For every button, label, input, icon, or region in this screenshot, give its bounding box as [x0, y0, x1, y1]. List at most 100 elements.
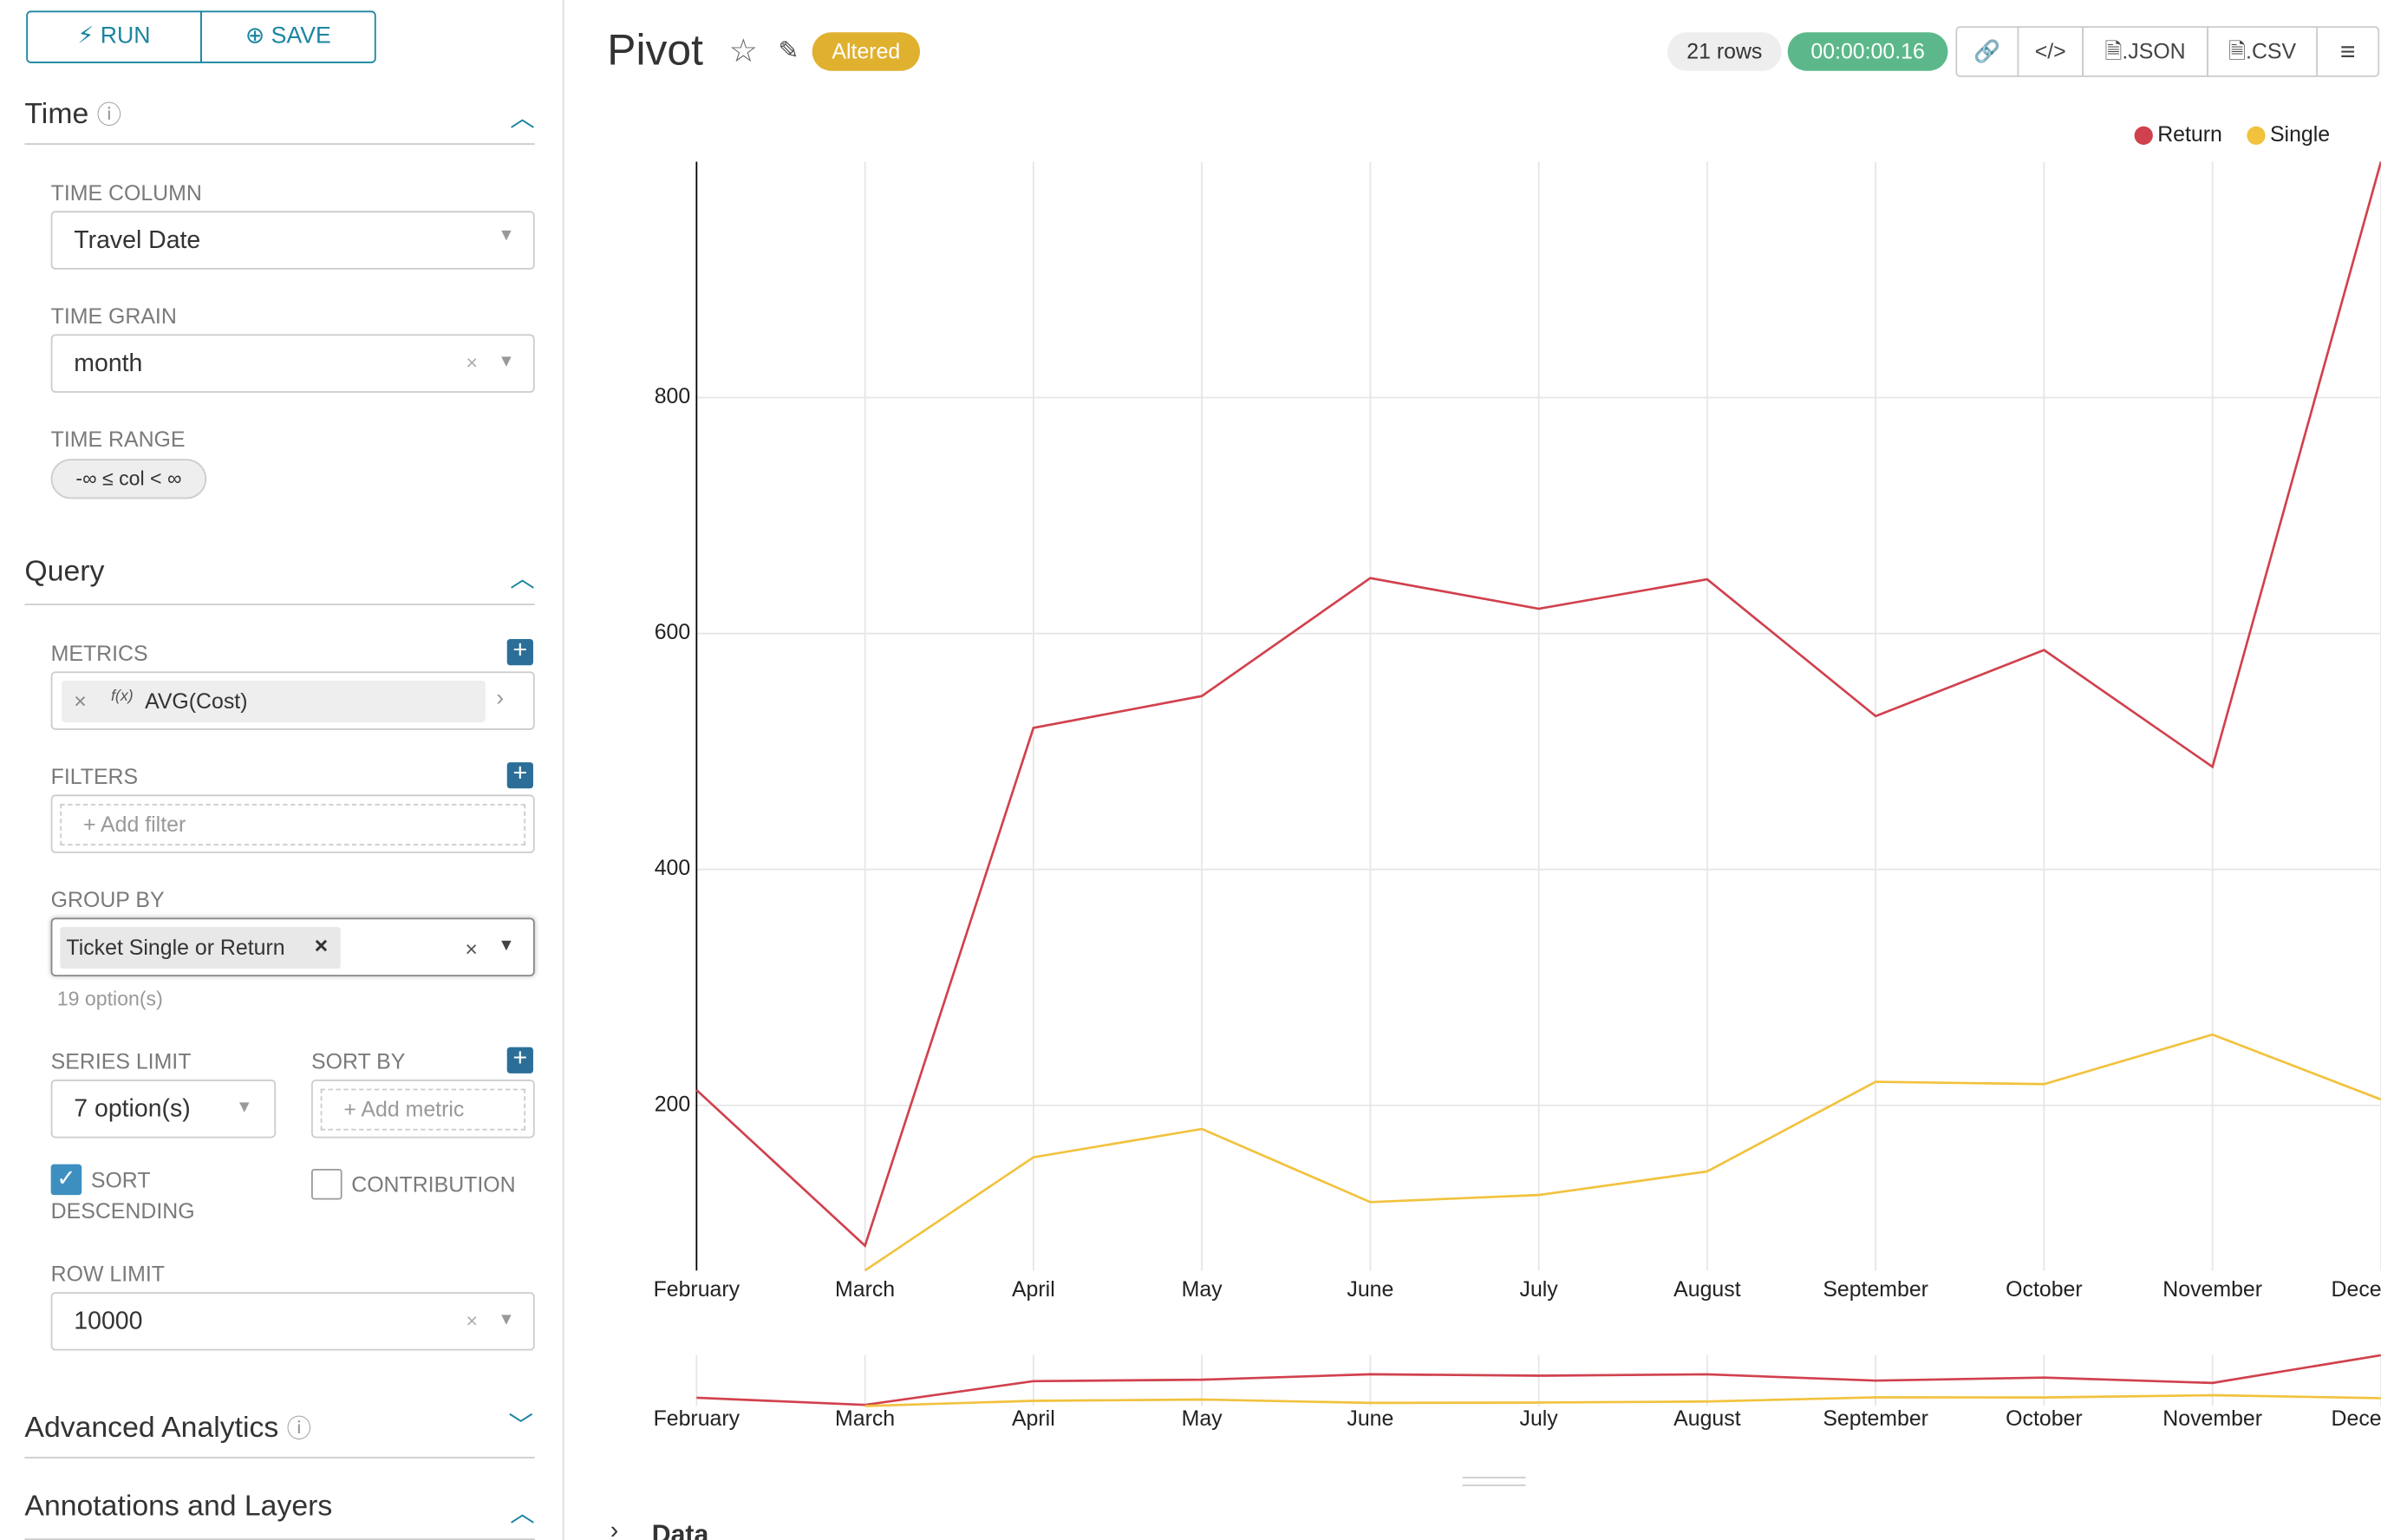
brush-x-label: April: [1012, 1406, 1055, 1431]
brush-x-label: November: [2162, 1406, 2262, 1431]
option-count: 19 option(s): [56, 987, 163, 1011]
divider: [24, 1538, 535, 1540]
remove[interactable]: ×: [314, 933, 329, 960]
x-tick-label: February: [654, 1277, 740, 1302]
section-title[interactable]: Time ⓘ: [24, 94, 121, 132]
x-tick-label: June: [1347, 1277, 1393, 1302]
chevron-right[interactable]: ›: [496, 685, 505, 712]
row-count: 21 rows: [1667, 32, 1782, 71]
data-section[interactable]: Data: [651, 1519, 709, 1540]
metric-icon: f(x): [110, 688, 134, 706]
altered-badge: Altered: [812, 32, 921, 71]
chevron[interactable]: ︿: [510, 1501, 535, 1528]
select-value: Travel Date: [74, 227, 201, 255]
field-label: SORT BY: [311, 1048, 406, 1073]
x-tick-label: October: [2006, 1277, 2082, 1302]
metric-box: × f(x) AVG(Cost) ›: [50, 671, 535, 730]
brush-line: [864, 1393, 2381, 1407]
field-label: TIME RANGE: [50, 426, 186, 452]
save-label: SAVE: [271, 23, 331, 49]
info-icon: ⓘ: [286, 1416, 312, 1444]
remove[interactable]: ×: [74, 688, 87, 714]
checkbox[interactable]: [311, 1168, 342, 1200]
section-title[interactable]: Advanced Analytics ⓘ: [24, 1407, 311, 1445]
field-label: TIME GRAIN: [50, 303, 177, 329]
add-metric[interactable]: + Add metric: [320, 1088, 526, 1131]
brush-x-label: September: [1823, 1406, 1928, 1431]
csv-button[interactable]: 🗎.CSV: [2207, 26, 2319, 77]
field-label: SERIES LIMIT: [50, 1048, 192, 1073]
x-tick-label: March: [835, 1277, 895, 1302]
chart-title: Pivot: [607, 26, 703, 75]
field-label: FILTERS: [50, 763, 139, 789]
caret: ▼: [236, 1098, 253, 1117]
menu-button[interactable]: ≡: [2316, 26, 2380, 77]
field-label: METRICS: [50, 640, 148, 666]
advanced-title: Advanced Analytics: [24, 1412, 279, 1445]
clear[interactable]: ×: [466, 350, 478, 375]
legend-marker: [2134, 126, 2153, 145]
field-label: GROUP BY: [50, 886, 165, 912]
x-tick-label: December: [2332, 1277, 2381, 1302]
metric-chip[interactable]: [62, 680, 486, 722]
select-value: 10000: [74, 1308, 143, 1335]
brush-x-label: May: [1182, 1406, 1223, 1431]
group-chip: [60, 927, 341, 969]
link-button[interactable]: 🔗: [1955, 26, 2019, 77]
add-button[interactable]: +: [506, 761, 533, 789]
y-tick-label: 800: [655, 384, 690, 408]
x-tick-label: July: [1520, 1277, 1559, 1302]
x-tick-label: November: [2162, 1277, 2262, 1302]
embed-button[interactable]: </>: [2017, 26, 2084, 77]
star-icon[interactable]: ☆: [728, 34, 759, 69]
save-button[interactable]: ⊕ SAVE: [200, 10, 376, 63]
checkbox-checked[interactable]: ✓: [50, 1164, 82, 1196]
clear[interactable]: ×: [466, 1308, 478, 1333]
group-by-select[interactable]: Ticket Single or Return × × ▼: [50, 917, 535, 976]
add-filter[interactable]: + Add filter: [60, 804, 526, 846]
y-tick-label: 200: [655, 1092, 690, 1116]
run-button[interactable]: ⚡ RUN: [26, 10, 202, 63]
legend-label: Return: [2157, 122, 2222, 147]
metric-value: AVG(Cost): [145, 688, 248, 714]
drag-handle[interactable]: [1462, 1477, 1526, 1486]
add-button[interactable]: +: [506, 638, 533, 666]
x-tick-label: April: [1012, 1277, 1055, 1302]
section-title[interactable]: Annotations and Layers: [24, 1491, 333, 1524]
legend-marker: [2247, 126, 2266, 145]
group-value: Ticket Single or Return: [66, 935, 285, 960]
add-metric-label: Add metric: [361, 1096, 465, 1121]
select[interactable]: 10000 × ▼: [50, 1292, 535, 1351]
chevron[interactable]: ︿: [510, 566, 535, 593]
json-label: .JSON: [2122, 38, 2186, 63]
clear[interactable]: ×: [465, 936, 478, 962]
filter-box: + Add filter: [50, 794, 535, 853]
brush-x-label: March: [835, 1406, 895, 1431]
add-filter-label: Add filter: [101, 811, 186, 837]
x-tick-label: May: [1182, 1277, 1223, 1302]
divider: [24, 1457, 535, 1458]
brush-x-label: July: [1520, 1406, 1559, 1431]
brush-x-label: December: [2332, 1406, 2381, 1431]
checkbox-label: CONTRIBUTION: [351, 1171, 516, 1197]
select[interactable]: 7 option(s) ▼: [50, 1079, 277, 1139]
time-title: Time: [24, 98, 89, 131]
caret: ▼: [498, 226, 515, 245]
time-range-pill[interactable]: -∞ ≤ col < ∞: [50, 459, 207, 499]
section-title[interactable]: Query: [24, 556, 105, 589]
edit-icon[interactable]: ✎: [778, 38, 799, 65]
select[interactable]: Travel Date ▼: [50, 211, 535, 270]
chevron[interactable]: ﹀: [508, 1413, 533, 1440]
select-value: month: [74, 350, 143, 378]
expand-icon[interactable]: ›: [610, 1518, 619, 1540]
select[interactable]: month × ▼: [50, 334, 535, 393]
csv-label: .CSV: [2246, 38, 2297, 63]
chevron[interactable]: ︿: [510, 106, 535, 133]
y-tick-label: 600: [655, 620, 690, 644]
info-icon: ⓘ: [96, 102, 122, 130]
brush-line: [696, 1354, 2381, 1406]
add-button[interactable]: +: [506, 1047, 533, 1073]
divider: [24, 143, 535, 145]
